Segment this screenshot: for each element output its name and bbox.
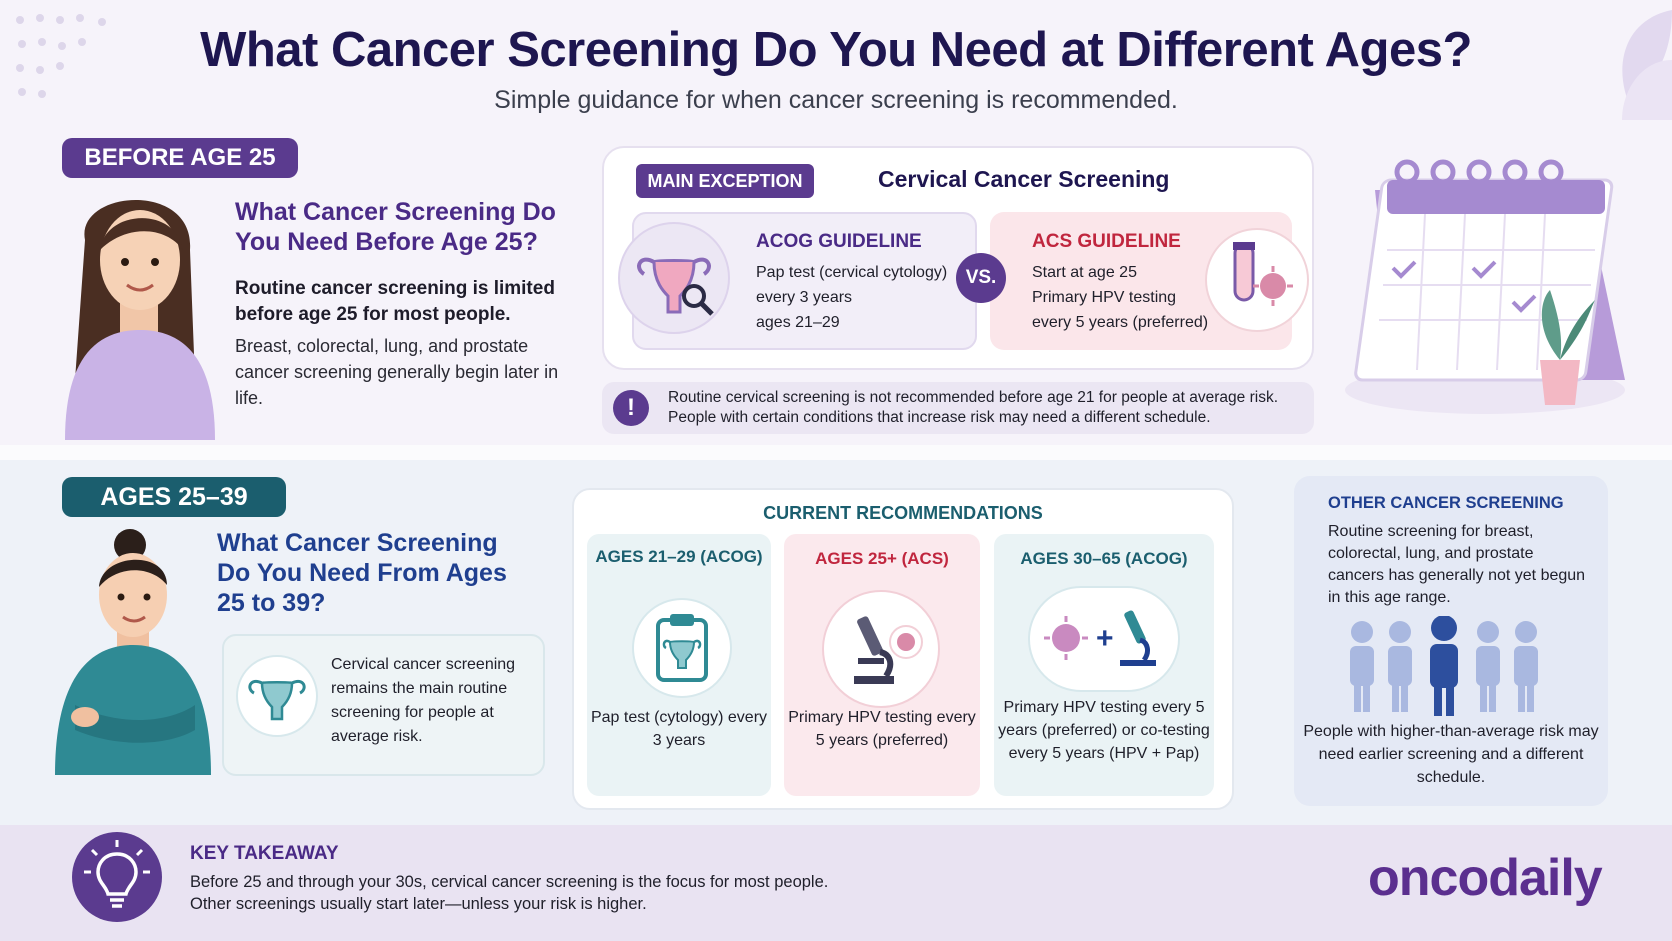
ages-25-39-badge: AGES 25–39 — [62, 477, 286, 517]
acs-guideline-text: Start at age 25 Primary HPV testing ever… — [1032, 260, 1208, 335]
recommendation-text: Pap test (cytology) every 3 years — [590, 709, 768, 749]
before-25-body: Breast, colorectal, lung, and prostate c… — [235, 336, 559, 408]
acog-line: Pap test (cervical cytology) — [756, 264, 948, 281]
cervical-screening-title: Cervical Cancer Screening — [878, 166, 1170, 192]
acs-line: Primary HPV testing — [1032, 289, 1177, 306]
cervical-main-screening-text: Cervical cancer screening remains the ma… — [331, 656, 516, 745]
test-tube-icon-circle — [1205, 228, 1309, 332]
uterus-icon — [637, 257, 714, 316]
woman-illustration — [65, 200, 215, 440]
before-25-badge: BEFORE AGE 25 — [62, 138, 298, 178]
acog-line: ages 21–29 — [756, 314, 840, 331]
recommendation-heading: AGES 30–65 (ACOG) — [1020, 549, 1188, 568]
clipboard-icon — [656, 614, 708, 682]
lightbulb-icon-circle — [72, 832, 162, 922]
before-25-lead: Routine cancer screening is limited befo… — [235, 278, 555, 325]
magnifier-icon — [682, 284, 706, 308]
key-takeaway-text: Before 25 and through your 30s, cervical… — [190, 871, 990, 915]
virus-icon — [1260, 273, 1286, 299]
uterus-icon-circle — [236, 655, 318, 737]
acog-guideline-heading: ACOG GUIDELINE — [756, 231, 922, 252]
clipboard-icon-circle — [632, 598, 732, 698]
microscope-icon-circle — [822, 590, 940, 708]
key-takeaway-line: Other screenings usually start later—unl… — [190, 895, 647, 913]
before-25-question: What Cancer Screening Do You Need Before… — [235, 198, 556, 256]
virus-plus-microscope-icon: + — [1044, 610, 1156, 666]
key-takeaway-title: KEY TAKEAWAY — [190, 843, 339, 864]
acog-line: every 3 years — [756, 289, 853, 306]
section-divider — [0, 445, 1672, 463]
recommendation-heading: AGES 25+ (ACS) — [815, 549, 949, 568]
leaf-decoration — [1622, 10, 1672, 120]
other-cancer-screening-title: OTHER CANCER SCREENING — [1328, 494, 1564, 512]
calendar-icon — [1345, 159, 1625, 414]
cervical-note-text: Routine cervical screening is not recomm… — [668, 388, 1308, 428]
main-exception-tag: MAIN EXCEPTION — [636, 164, 814, 198]
cervical-note-bar — [602, 382, 1314, 434]
virus-icon — [897, 633, 915, 651]
acs-guideline-heading: ACS GUIDELINE — [1032, 231, 1181, 252]
recommendation-text: Primary HPV testing every 5 years (prefe… — [788, 709, 976, 749]
acs-line: every 5 years (preferred) — [1032, 314, 1209, 331]
alert-icon: ! — [613, 390, 649, 426]
acs-line: Start at age 25 — [1032, 264, 1137, 281]
note-line: People with certain conditions that incr… — [668, 409, 1211, 426]
acog-guideline-text: Pap test (cervical cytology) every 3 yea… — [756, 260, 947, 335]
dot-pattern-decoration — [16, 14, 106, 98]
uterus-icon — [248, 679, 306, 721]
other-cancer-screening-card — [1294, 476, 1608, 806]
higher-risk-note: People with higher-than-average risk may… — [1303, 723, 1599, 786]
current-recommendations-title: CURRENT RECOMMENDATIONS — [763, 503, 1043, 523]
uterus-icon-circle — [618, 222, 730, 334]
hpv-plus-pap-icon-circle: + — [1028, 586, 1180, 692]
key-takeaway-line: Before 25 and through your 30s, cervical… — [190, 873, 829, 891]
svg-text:+: + — [1096, 622, 1114, 655]
versus-badge: VS. — [956, 253, 1006, 303]
person-arms-crossed-illustration — [55, 529, 211, 775]
lightbulb-icon — [84, 840, 150, 908]
brand-logo: oncodaily — [1368, 849, 1603, 907]
other-cancer-screening-text: Routine screening for breast, colorectal… — [1328, 523, 1586, 606]
test-tube-icon — [1233, 242, 1293, 306]
people-icon — [1350, 616, 1538, 716]
recommendation-text: Primary HPV testing every 5 years (prefe… — [998, 699, 1210, 762]
key-takeaway-section — [0, 825, 1672, 941]
recommendation-heading: AGES 21–29 (ACOG) — [595, 547, 763, 566]
note-line: Routine cervical screening is not recomm… — [668, 389, 1279, 406]
ages-25-39-question: What Cancer Screening Do You Need From A… — [217, 529, 507, 617]
page-title: What Cancer Screening Do You Need at Dif… — [200, 23, 1472, 77]
page-subtitle: Simple guidance for when cancer screenin… — [494, 86, 1178, 114]
microscope-icon — [854, 616, 923, 684]
